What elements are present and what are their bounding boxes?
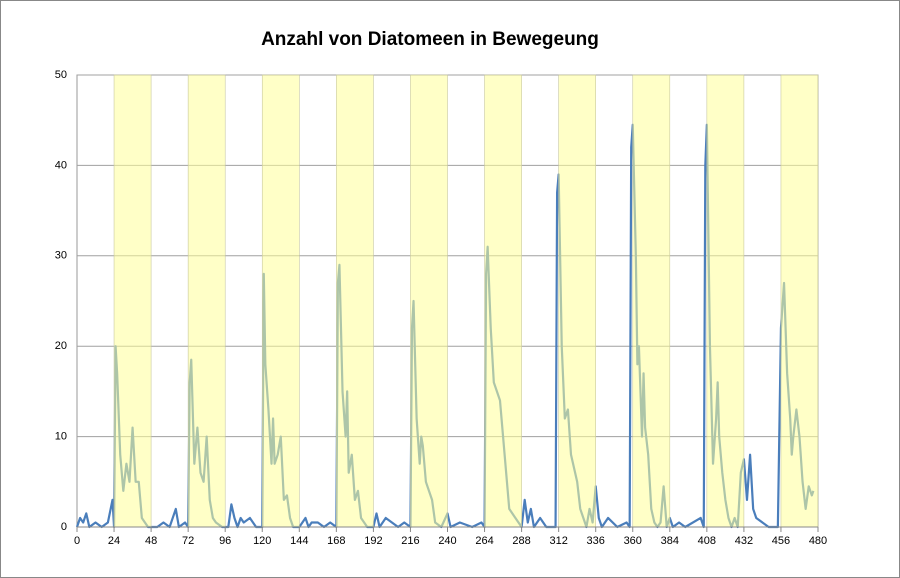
x-tick-label: 480 [809, 535, 827, 547]
shaded-band [632, 74, 671, 528]
x-tick-label: 336 [587, 535, 605, 547]
shaded-band [113, 74, 152, 528]
shaded-band [706, 74, 745, 528]
y-tick-label: 10 [55, 431, 67, 443]
x-tick-label: 120 [253, 535, 271, 547]
shaded-band [336, 74, 374, 528]
x-tick-label: 456 [772, 535, 790, 547]
shaded-band [484, 74, 522, 528]
shaded-band [410, 74, 448, 528]
x-tick-label: 288 [512, 535, 530, 547]
y-tick-label: 30 [55, 250, 67, 262]
x-tick-label: 432 [735, 535, 753, 547]
x-tick-label: 264 [475, 535, 493, 547]
chart-title: Anzahl von Diatomeen in Bewegeung [261, 29, 599, 50]
x-tick-label: 72 [182, 535, 194, 547]
y-tick-label: 40 [55, 159, 67, 171]
x-tick-label: 216 [401, 535, 419, 547]
x-tick-label: 168 [327, 535, 345, 547]
y-tick-label: 50 [55, 69, 67, 81]
x-tick-label: 360 [624, 535, 642, 547]
x-tick-label: 312 [549, 535, 567, 547]
y-tick-label: 20 [55, 340, 67, 352]
x-tick-label: 96 [219, 535, 231, 547]
x-tick-label: 240 [438, 535, 456, 547]
x-tick-label: 192 [364, 535, 382, 547]
x-tick-label: 408 [698, 535, 716, 547]
x-tick-label: 0 [74, 535, 80, 547]
shaded-band [261, 74, 300, 528]
x-tick-label: 48 [145, 535, 157, 547]
y-tick-label: 0 [61, 521, 67, 533]
shaded-band [558, 74, 597, 528]
x-tick-label: 384 [661, 535, 679, 547]
shaded-band [187, 74, 226, 528]
x-tick-label: 24 [108, 535, 120, 547]
shaded-band [780, 74, 819, 528]
x-tick-label: 144 [290, 535, 308, 547]
